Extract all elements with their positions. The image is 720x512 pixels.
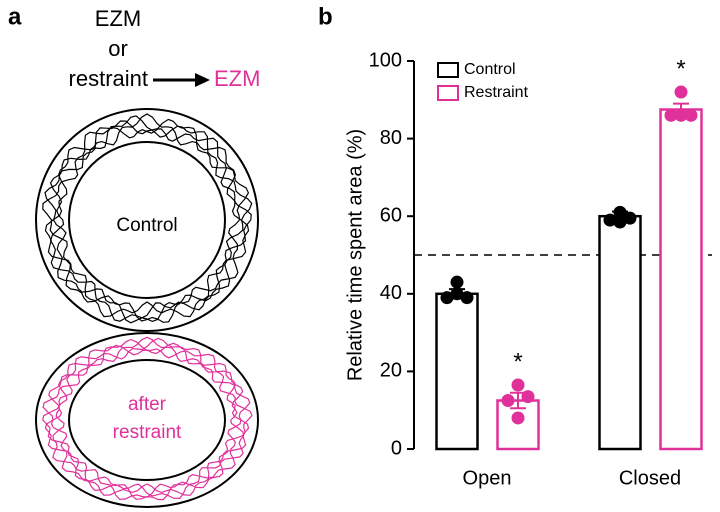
maze-outer xyxy=(35,332,259,508)
trajectory xyxy=(49,115,252,322)
data-point xyxy=(664,108,678,122)
trajectory xyxy=(44,120,253,324)
data-point xyxy=(460,291,474,305)
trajectory xyxy=(42,342,251,501)
significance: * xyxy=(513,348,522,375)
bar xyxy=(598,214,642,451)
x-tick-label: Closed xyxy=(619,467,681,489)
data-point xyxy=(684,108,698,122)
label: restraint xyxy=(113,422,182,443)
legend-label: Restraint xyxy=(464,84,529,101)
label: or xyxy=(108,36,128,61)
legend-swatch xyxy=(437,85,459,101)
y-tick-label: 20 xyxy=(380,360,402,382)
bar xyxy=(659,108,703,451)
trajectory xyxy=(42,118,250,323)
data-point xyxy=(674,85,688,99)
y-tick-label: 0 xyxy=(391,437,402,459)
x-tick-label: Open xyxy=(463,467,512,489)
panel-a: a EZM or restraint EZM Control after res… xyxy=(8,3,260,508)
data-point xyxy=(450,287,464,301)
legend-label: Control xyxy=(464,61,516,78)
label: after xyxy=(128,394,167,415)
data-point xyxy=(521,390,535,404)
label: Control xyxy=(116,215,177,236)
panel-label: b xyxy=(318,3,333,30)
y-tick-label: 40 xyxy=(380,282,402,304)
data-point xyxy=(674,108,688,122)
maze-inner xyxy=(68,141,226,299)
bar xyxy=(435,292,479,451)
label: EZM xyxy=(95,6,141,31)
y-tick-label: 80 xyxy=(380,127,402,149)
label: EZM xyxy=(214,66,260,91)
data-point xyxy=(450,275,464,289)
y-axis-label: Relative time spent area (%) xyxy=(344,129,366,381)
data-point xyxy=(603,213,617,227)
trajectory xyxy=(42,337,245,500)
data-point xyxy=(511,411,525,425)
y-tick-label: 60 xyxy=(380,204,402,226)
data-point xyxy=(501,394,515,407)
data-point xyxy=(623,211,637,225)
maze-inner xyxy=(68,359,226,481)
panel-label: a xyxy=(8,3,22,30)
maze-outer xyxy=(35,108,259,332)
y-tick-label: 100 xyxy=(369,49,402,71)
data-point xyxy=(613,215,627,229)
data-point xyxy=(613,205,627,219)
label: restraint xyxy=(69,66,148,91)
data-point xyxy=(440,291,454,305)
legend-swatch xyxy=(437,62,459,78)
arrow-head xyxy=(195,73,210,87)
significance: * xyxy=(676,55,685,82)
data-point xyxy=(511,378,525,392)
trajectory xyxy=(48,338,253,501)
